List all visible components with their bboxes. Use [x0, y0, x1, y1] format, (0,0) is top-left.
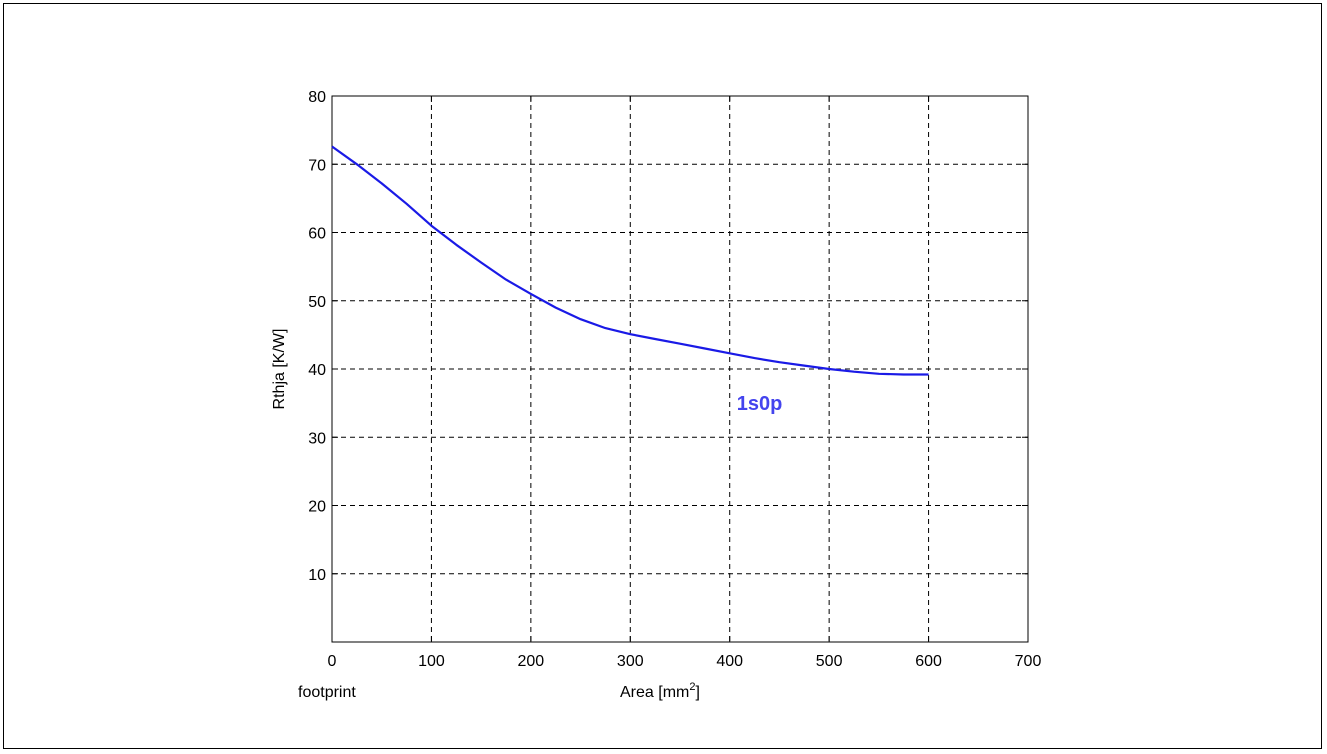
- series-line-1s0p: [331, 145, 929, 376]
- y-tick-label: 10: [308, 567, 326, 584]
- x-tick-label: 700: [1015, 653, 1042, 670]
- y-tick-label: 30: [308, 430, 326, 447]
- plot-area: [331, 95, 1029, 643]
- grid-lines: [332, 96, 1028, 642]
- y-tick-label: 40: [308, 362, 326, 379]
- x-tick-label: 400: [716, 653, 743, 670]
- x-axis-label-suffix: ]: [695, 684, 699, 701]
- y-tick-label: 80: [308, 89, 326, 106]
- axis-ticks: [331, 95, 1029, 642]
- y-tick-label: 50: [308, 294, 326, 311]
- x-axis-label: Area [mm2]: [620, 681, 700, 701]
- x-tick-label: 200: [518, 653, 545, 670]
- figure-frame: [3, 3, 1322, 749]
- series-layer: [331, 145, 929, 376]
- annotation-layer: 1s0p: [737, 393, 783, 415]
- x-axis-label-text: Area [mm: [620, 684, 689, 701]
- series-label-annotation: 1s0p: [737, 393, 783, 415]
- x-tick-label: 100: [418, 653, 445, 670]
- x-tick-labels: 0 100 200 300 400 500 600 700: [328, 653, 1042, 670]
- y-tick-label: 20: [308, 499, 326, 516]
- y-tick-labels: 10 20 30 40 50 60 70 80: [308, 89, 326, 584]
- x-annotation-footprint: footprint: [298, 684, 356, 701]
- x-axis-label-superscript: 2: [689, 681, 695, 693]
- y-tick-label: 60: [308, 226, 326, 243]
- x-tick-label: 0: [328, 653, 337, 670]
- y-tick-label: 70: [308, 157, 326, 174]
- x-tick-label: 500: [816, 653, 843, 670]
- x-tick-label: 300: [617, 653, 644, 670]
- y-axis-label: Rthja [K/W]: [271, 329, 288, 410]
- x-tick-label: 600: [915, 653, 942, 670]
